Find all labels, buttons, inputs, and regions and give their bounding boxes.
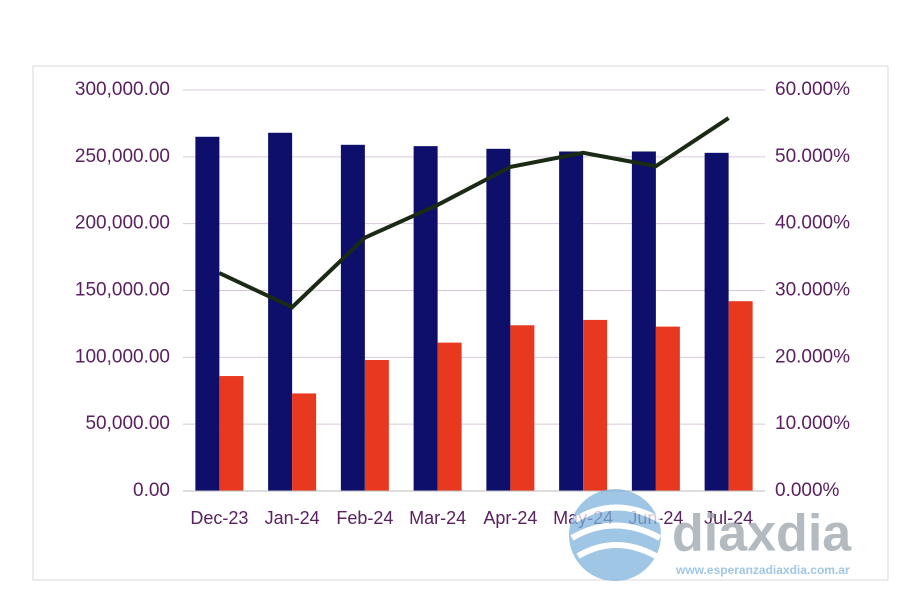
- bar: [583, 319, 608, 491]
- y2-tick-label: 50.000%: [775, 146, 850, 167]
- y2-tick-label: 10.000%: [775, 413, 850, 434]
- marks: [195, 116, 753, 492]
- line: [218, 116, 730, 310]
- bar: [510, 325, 535, 491]
- x-tick-label: Jul-24: [704, 508, 753, 528]
- bar: [340, 144, 365, 491]
- y2-tick-label: 20.000%: [775, 346, 850, 367]
- bar: [292, 393, 317, 491]
- y-tick-label: 150,000.00: [75, 280, 170, 301]
- y-tick-label: 200,000.00: [75, 213, 170, 234]
- watermark-logo-lines: [570, 504, 662, 559]
- bar: [486, 148, 511, 491]
- bar: [704, 152, 729, 491]
- y2-tick-label: 30.000%: [775, 280, 850, 301]
- watermark-logo: diaxdia: [672, 505, 852, 563]
- y2-tick-label: 0.000%: [775, 480, 840, 501]
- bar: [559, 151, 584, 491]
- bar: [219, 376, 244, 491]
- bar: [413, 146, 438, 491]
- y2-tick-label: 40.000%: [775, 213, 850, 234]
- bar: [364, 360, 389, 491]
- bar: [655, 326, 680, 491]
- y-tick-label: 250,000.00: [75, 146, 170, 167]
- bar: [631, 151, 656, 491]
- y-tick-label: 50,000.00: [85, 413, 170, 434]
- y2-tick-label: 60.000%: [775, 79, 850, 100]
- y-tick-label: 100,000.00: [75, 346, 170, 367]
- bar: [195, 136, 220, 492]
- bar: [728, 301, 753, 491]
- watermark-url: www.esperanzadiaxdia.com.ar: [675, 563, 850, 577]
- x-tick-label: Mar-24: [409, 508, 466, 528]
- x-tick-label: Apr-24: [483, 508, 537, 528]
- watermark: diaxdia www.esperanzadiaxdia.com.ar: [569, 489, 852, 581]
- y-tick-label: 300,000.00: [75, 79, 170, 100]
- x-tick-label: Dec-23: [190, 508, 248, 528]
- bar: [268, 132, 293, 492]
- y-tick-label: 0.00: [133, 480, 170, 501]
- x-tick-label: Jan-24: [265, 508, 320, 528]
- bar: [437, 342, 462, 491]
- chart-frame: [32, 65, 889, 581]
- x-tick-label: Feb-24: [336, 508, 393, 528]
